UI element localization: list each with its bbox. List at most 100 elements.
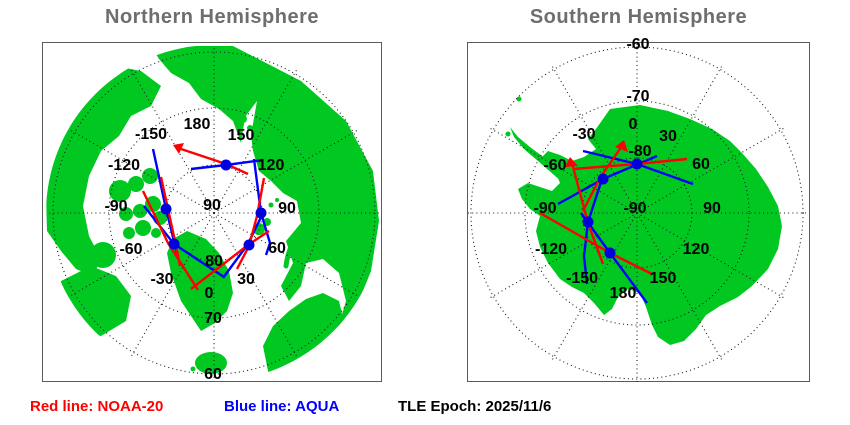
longitude-label: -150 <box>566 270 598 287</box>
latitude-label: 60 <box>204 366 222 383</box>
satellite-track-noaa20 <box>177 146 249 176</box>
pass-marker <box>160 203 172 215</box>
island <box>135 220 151 236</box>
landmass-scandinavia <box>263 293 345 381</box>
pass-marker <box>243 239 255 251</box>
meridian-line <box>213 128 360 214</box>
latitude-label: 80 <box>205 253 223 270</box>
longitude-label: 90 <box>703 200 721 217</box>
meridian-line <box>213 212 299 359</box>
track-arrowhead <box>565 157 578 167</box>
longitude-label: -30 <box>572 126 595 143</box>
south-map-title: Southern Hemisphere <box>529 6 748 28</box>
map-labels: -80 -70 -60 -90 0 30 -30 60 -60 90 -90 120 -120 150 -1… <box>533 36 721 302</box>
island <box>505 131 511 137</box>
map-labels: 80 70 60 90 180 150 -150 120 -120 90 -90 60 -60 30 -30… <box>104 116 296 383</box>
pole-label: -90 <box>623 200 646 217</box>
landmass-eurasia <box>151 46 379 351</box>
island <box>268 202 274 208</box>
satellite-track-noaa20 <box>235 177 266 270</box>
longitude-label: 90 <box>278 200 296 217</box>
latitude-circle <box>52 51 376 375</box>
longitude-label: 0 <box>205 285 214 302</box>
satellite-tracks <box>539 140 694 304</box>
landmass-iceland <box>195 352 227 374</box>
latitude-circle <box>470 46 804 380</box>
island <box>128 176 144 192</box>
north-land <box>46 46 379 381</box>
longitude-label: 60 <box>692 156 710 173</box>
island <box>238 92 244 98</box>
island <box>516 96 522 102</box>
longitude-label: -90 <box>104 198 127 215</box>
latitude-circle <box>524 100 750 326</box>
longitude-label: 0 <box>629 116 638 133</box>
island <box>133 204 147 218</box>
longitude-label: -60 <box>543 157 566 174</box>
pass-marker <box>597 173 609 185</box>
latitude-label: -70 <box>626 88 649 105</box>
island <box>190 366 196 372</box>
longitude-label: 180 <box>184 116 211 133</box>
meridian-line <box>68 128 215 214</box>
longitude-label: -30 <box>150 271 173 288</box>
longitude-label: 120 <box>258 157 285 174</box>
island <box>142 168 158 184</box>
meridian-line <box>129 212 215 359</box>
island <box>239 115 247 123</box>
meridian-line <box>636 212 723 361</box>
longitude-label: 120 <box>683 241 710 258</box>
south-map-panel: -80 -70 -60 -90 0 30 -30 60 -60 90 -90 120 -120 150 -1… <box>467 36 810 383</box>
island <box>119 207 133 221</box>
island <box>498 104 502 108</box>
meridian-line <box>551 65 638 214</box>
landmass-antarctic-peninsula <box>510 127 563 183</box>
longitude-label: 60 <box>268 240 286 257</box>
longitude-label: 30 <box>237 271 255 288</box>
landmass-novaya-zemlya <box>283 225 309 269</box>
island <box>90 242 116 268</box>
track-arrowhead <box>615 140 628 152</box>
north-map: 80 70 60 90 180 150 -150 120 -120 90 -90 60 -60 30 -30… <box>46 45 382 383</box>
longitude-label: -90 <box>533 200 556 217</box>
meridian-line <box>68 212 215 298</box>
south-land <box>498 96 782 345</box>
satellite-track-noaa20 <box>141 190 200 291</box>
satellite-track-aqua <box>222 212 265 279</box>
longitude-label: -120 <box>535 241 567 258</box>
longitude-label: -120 <box>108 157 140 174</box>
latitude-label: -60 <box>626 36 649 53</box>
south-map: -80 -70 -60 -90 0 30 -30 60 -60 90 -90 120 -120 150 -1… <box>467 36 807 383</box>
pass-marker <box>582 216 594 228</box>
legend-noaa20: Red line: NOAA-20 <box>30 398 164 415</box>
north-map-title: Northern Hemisphere <box>105 6 319 28</box>
legend-aqua: Blue line: AQUA <box>224 398 340 415</box>
meridian-line <box>213 212 360 298</box>
longitude-label: -60 <box>119 241 142 258</box>
longitude-label: 150 <box>228 127 255 144</box>
meridian-line <box>213 67 299 214</box>
longitude-label: -150 <box>135 126 167 143</box>
pole-label: 90 <box>203 197 221 214</box>
latitude-label: -80 <box>628 143 651 160</box>
pass-marker <box>631 158 643 170</box>
pass-marker <box>168 238 180 250</box>
meridian-line <box>551 212 638 361</box>
meridian-line <box>636 65 723 214</box>
pass-marker <box>604 247 616 259</box>
longitude-label: 30 <box>659 128 677 145</box>
island <box>109 180 131 202</box>
satellite-tracks <box>141 143 272 291</box>
track-arrowhead <box>173 143 184 154</box>
island <box>151 228 161 238</box>
longitude-label: 180 <box>610 285 637 302</box>
meridian-line <box>129 67 215 214</box>
island <box>275 198 279 202</box>
latitude-label: 70 <box>204 310 222 327</box>
north-map-panel: 80 70 60 90 180 150 -150 120 -120 90 -90 60 -60 30 -30… <box>42 42 382 383</box>
island <box>123 227 135 239</box>
landmass-quebec <box>56 266 131 336</box>
satellite-track-aqua <box>252 158 272 256</box>
island <box>145 196 161 212</box>
